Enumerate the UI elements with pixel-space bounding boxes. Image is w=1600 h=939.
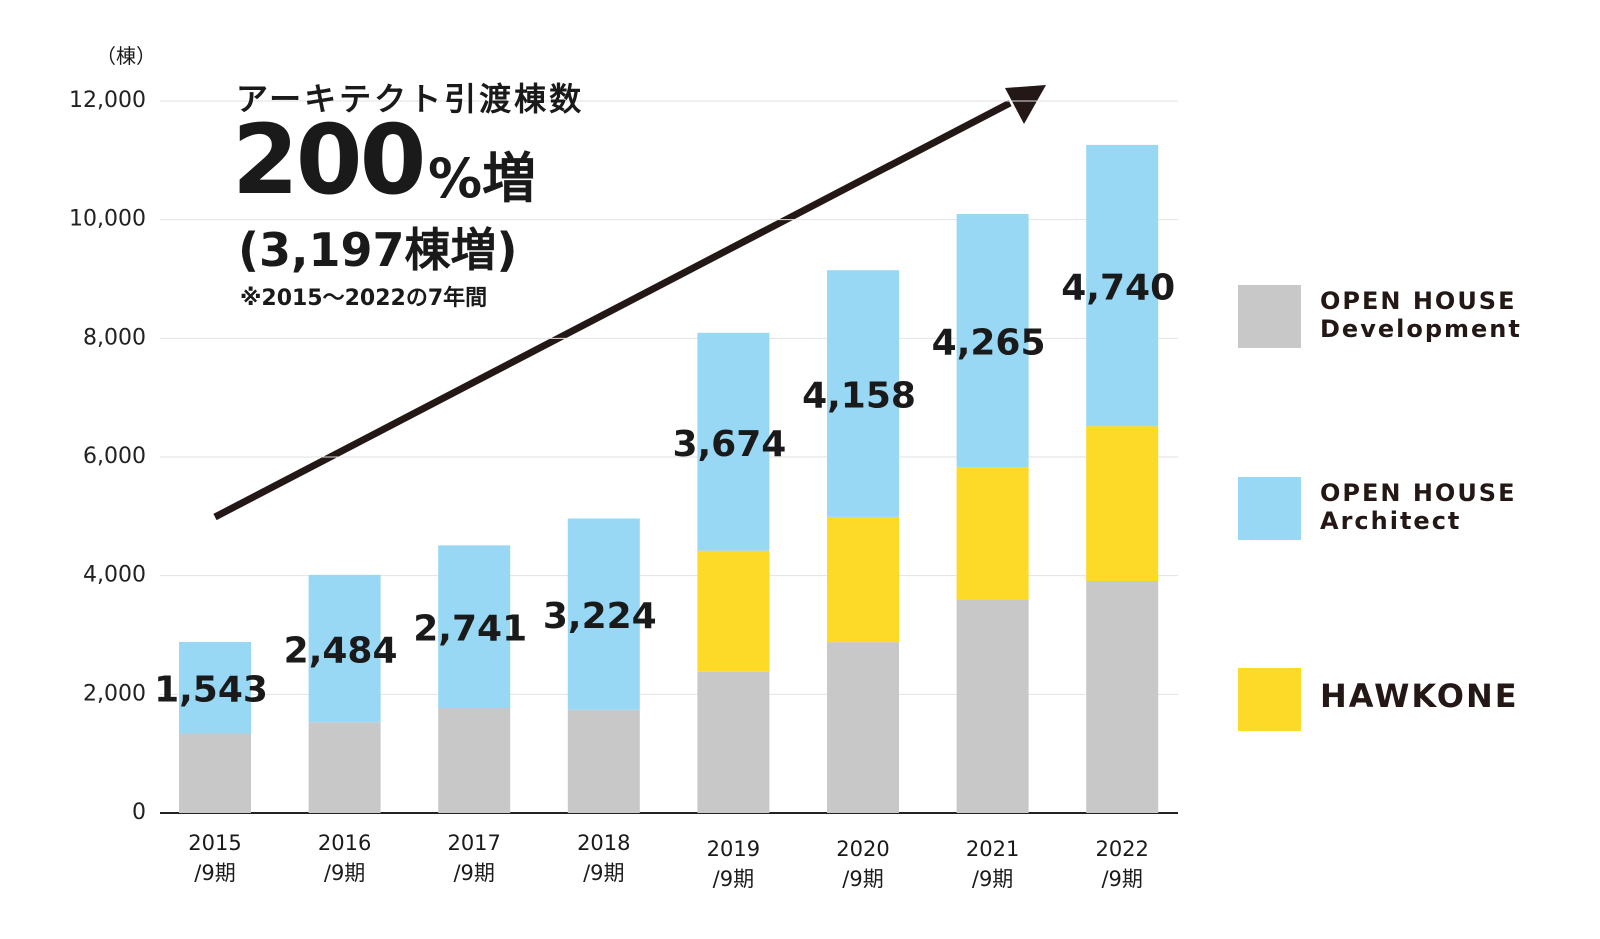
bar-segment — [827, 516, 899, 643]
y-tick-label: 2,000 — [83, 681, 146, 706]
value-label: 4,740 — [1061, 268, 1175, 309]
bar-segment — [1086, 581, 1159, 813]
bar-segment — [567, 709, 640, 813]
bar-segment — [697, 332, 770, 551]
x-tick-label: 2020 /9期 — [836, 837, 890, 891]
bar-segment — [438, 707, 511, 813]
y-tick-label: 6,000 — [83, 444, 146, 469]
value-label: 2,484 — [284, 631, 398, 672]
annotation-sub: (3,197棟増) — [238, 223, 518, 277]
x-tick-label: 2022 /9期 — [1095, 837, 1149, 891]
x-tick-label: 2015 /9期 — [188, 831, 242, 885]
annotation-number: 200 — [232, 104, 426, 216]
value-label: 4,158 — [802, 376, 916, 417]
bar-segment — [1086, 144, 1159, 427]
bar-segment — [956, 467, 1029, 600]
bar-segment — [697, 671, 770, 813]
x-tick-label: 2018 /9期 — [577, 831, 631, 885]
y-tick-label: 10,000 — [69, 207, 146, 232]
bar-segment — [308, 722, 381, 813]
x-tick-label: 2016 /9期 — [317, 831, 372, 885]
value-label: 3,674 — [672, 424, 786, 465]
value-label: 3,224 — [543, 596, 657, 637]
bar-segment — [179, 641, 251, 734]
annotation-title: アーキテクト引渡棟数 — [236, 80, 585, 118]
legend-label: OPEN HOUSE Development — [1320, 287, 1522, 343]
bar-segment — [956, 214, 1029, 468]
y-tick-label: 8,000 — [83, 325, 146, 350]
trend-arrow — [213, 99, 1012, 521]
x-tick-label: 2021 /9期 — [965, 837, 1020, 891]
value-label: 2,741 — [413, 609, 527, 650]
y-tick-label: 12,000 — [69, 88, 146, 113]
legend-swatch — [1238, 668, 1301, 731]
bar-segment — [827, 270, 899, 517]
x-tick-label: 2019 /9期 — [706, 837, 761, 891]
bar-segment — [827, 642, 899, 813]
legend-label: HAWKONE — [1320, 677, 1519, 715]
unit-label: （棟） — [96, 44, 156, 68]
bar-segment — [956, 599, 1029, 813]
bar-segment — [308, 574, 381, 723]
y-tick-label: 4,000 — [83, 563, 146, 588]
value-label: 1,543 — [154, 670, 268, 711]
bar-segment — [179, 733, 251, 813]
bar-segment — [1086, 426, 1159, 582]
x-tick-label: 2017 /9期 — [447, 831, 501, 885]
bar-segment — [438, 545, 511, 708]
legend-label: OPEN HOUSE Architect — [1320, 479, 1517, 535]
legend-swatch — [1238, 477, 1301, 540]
annotation-note: ※2015〜2022の7年間 — [240, 286, 488, 311]
y-tick-label: 0 — [132, 800, 146, 825]
arrow-head — [1005, 85, 1046, 124]
annotation-suffix: %増 — [428, 147, 537, 210]
value-label: 4,265 — [932, 323, 1046, 364]
bar-segment — [697, 550, 770, 672]
legend-swatch — [1238, 285, 1301, 348]
bar-segment — [567, 518, 640, 710]
